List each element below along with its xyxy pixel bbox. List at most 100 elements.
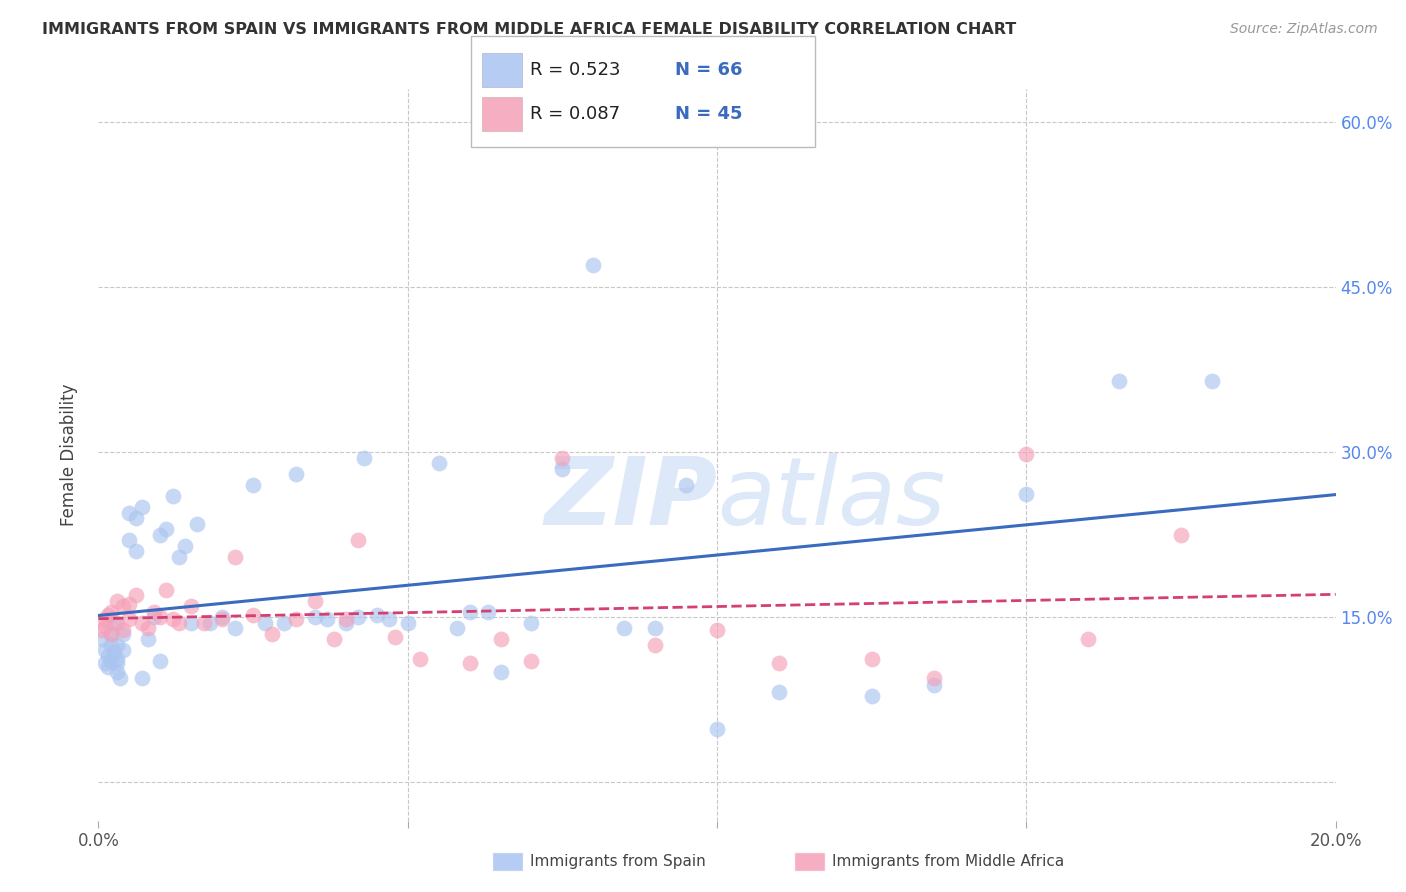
Point	[613, 621, 636, 635]
Point	[149, 610, 172, 624]
Point	[131, 671, 153, 685]
Text: N = 66: N = 66	[675, 61, 742, 78]
Point	[706, 723, 728, 737]
Point	[100, 626, 122, 640]
Point	[1015, 487, 1038, 501]
Text: N = 45: N = 45	[675, 105, 742, 123]
Y-axis label: Female Disability: Female Disability	[59, 384, 77, 526]
Point	[155, 522, 177, 536]
Point	[131, 615, 153, 630]
Point	[118, 612, 141, 626]
Point	[124, 544, 146, 558]
Point	[675, 478, 697, 492]
Point	[304, 610, 326, 624]
Point	[285, 467, 308, 482]
Point	[118, 506, 141, 520]
Point	[396, 615, 419, 630]
Point	[167, 615, 190, 630]
Point	[100, 638, 122, 652]
Point	[174, 539, 197, 553]
Point	[347, 533, 370, 548]
Point	[446, 621, 468, 635]
Point	[93, 612, 115, 626]
Point	[105, 652, 128, 666]
Point	[1077, 632, 1099, 647]
Point	[143, 605, 166, 619]
Point	[112, 643, 135, 657]
Point	[112, 624, 135, 638]
Point	[551, 450, 574, 465]
Point	[149, 654, 172, 668]
Point	[273, 615, 295, 630]
Point	[242, 607, 264, 622]
Point	[149, 527, 172, 541]
Point	[644, 638, 666, 652]
Point	[162, 489, 184, 503]
Text: R = 0.523: R = 0.523	[530, 61, 620, 78]
Text: atlas: atlas	[717, 453, 945, 544]
Point	[477, 605, 499, 619]
Text: ZIP: ZIP	[544, 453, 717, 545]
Point	[347, 610, 370, 624]
Point	[193, 615, 215, 630]
Point	[316, 612, 339, 626]
Point	[224, 621, 246, 635]
Point	[378, 612, 401, 626]
Point	[143, 610, 166, 624]
Point	[112, 599, 135, 614]
Point	[384, 630, 406, 644]
Point	[335, 612, 357, 626]
Point	[260, 626, 283, 640]
Text: IMMIGRANTS FROM SPAIN VS IMMIGRANTS FROM MIDDLE AFRICA FEMALE DISABILITY CORRELA: IMMIGRANTS FROM SPAIN VS IMMIGRANTS FROM…	[42, 22, 1017, 37]
Point	[198, 615, 221, 630]
Point	[118, 597, 141, 611]
Point	[167, 549, 190, 564]
Point	[124, 511, 146, 525]
Point	[186, 516, 208, 531]
Point	[224, 549, 246, 564]
Point	[90, 632, 112, 647]
Point	[1015, 447, 1038, 461]
Point	[93, 643, 115, 657]
Point	[180, 615, 202, 630]
Point	[304, 593, 326, 607]
Point	[1201, 374, 1223, 388]
Point	[97, 648, 120, 663]
Point	[97, 607, 120, 622]
Point	[93, 657, 115, 671]
Point	[180, 599, 202, 614]
Point	[105, 638, 128, 652]
Point	[100, 626, 122, 640]
Point	[860, 652, 883, 666]
Text: Immigrants from Spain: Immigrants from Spain	[530, 855, 706, 869]
Point	[90, 624, 112, 638]
Point	[551, 461, 574, 475]
Point	[211, 612, 233, 626]
Point	[105, 657, 128, 671]
Point	[118, 533, 141, 548]
Point	[162, 612, 184, 626]
Point	[706, 624, 728, 638]
Point	[103, 615, 125, 630]
Point	[112, 626, 135, 640]
Point	[97, 659, 120, 673]
Point	[105, 665, 128, 680]
Point	[131, 500, 153, 515]
Point	[922, 678, 945, 692]
Point	[155, 582, 177, 597]
Point	[1170, 527, 1192, 541]
Point	[103, 645, 125, 659]
Point	[100, 654, 122, 668]
Point	[108, 671, 131, 685]
Point	[353, 450, 375, 465]
Point	[285, 612, 308, 626]
Point	[922, 671, 945, 685]
Point	[768, 685, 790, 699]
Point	[322, 632, 344, 647]
Point	[211, 610, 233, 624]
Text: Source: ZipAtlas.com: Source: ZipAtlas.com	[1230, 22, 1378, 37]
Point	[489, 665, 512, 680]
Point	[860, 690, 883, 704]
Point	[105, 615, 128, 630]
Point	[335, 615, 357, 630]
